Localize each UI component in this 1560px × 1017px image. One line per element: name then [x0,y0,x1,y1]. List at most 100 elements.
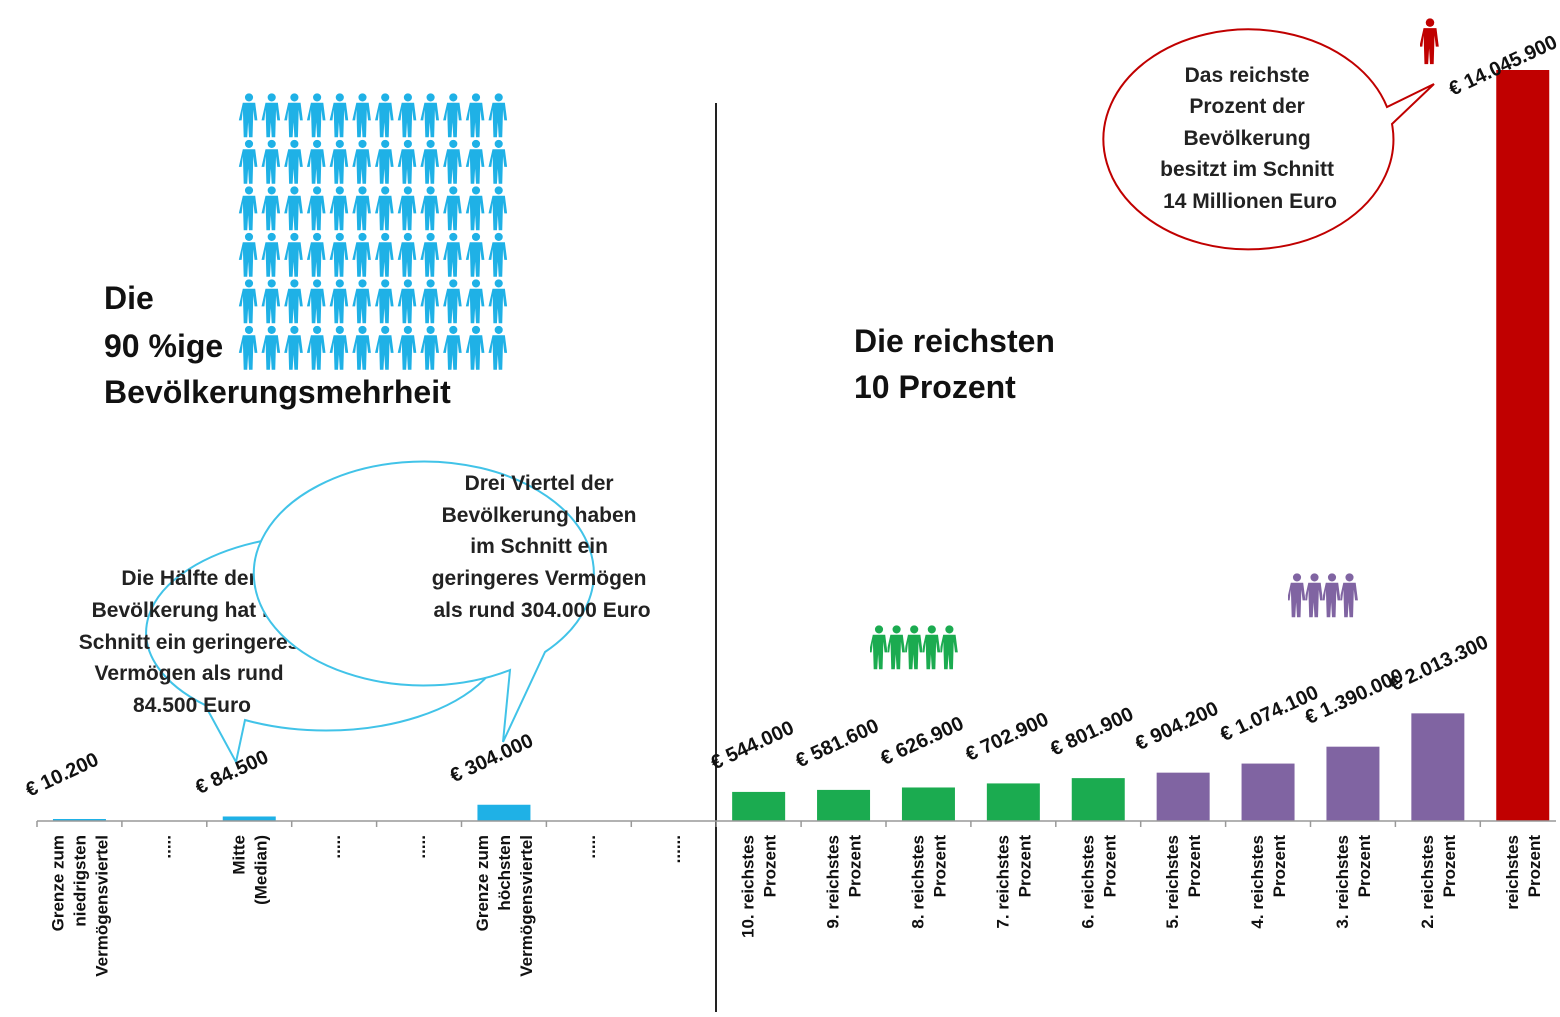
person-icon [284,93,303,138]
person-icon [306,93,326,138]
person-icon [306,232,326,277]
person-icon [375,325,394,370]
person-icon [261,93,281,138]
bar-value-label: € 581.600 [792,715,882,773]
bubble-line: Bevölkerung haben [442,504,637,527]
svg-text:Drei Viertel der Bevöl: Drei Viertel der Bevölkerung haben im Sc… [432,472,653,622]
category-label: 6. reichstes Prozent [1078,835,1119,929]
category-label: 10. reichstes Prozent [739,835,780,938]
top10-heading-line: Die reichsten [854,323,1055,359]
person-icon [443,139,462,184]
category-label-line: 4. reichstes [1248,835,1267,929]
bubble-line: Bevölkerung hat im [92,599,287,622]
person-icon [284,186,303,231]
bar [1071,778,1125,821]
category-label: 5. reichstes Prozent [1163,835,1204,929]
category-label-line: Prozent [761,835,780,898]
person-icon [375,232,394,277]
person-icon [375,139,394,184]
svg-text:Die Hälfte der Bevölke: Die Hälfte der Bevölkerung hat im Schnit… [79,567,305,717]
category-labels: Grenze zum niedrigsten Vermögensviertel...… [48,835,1543,977]
category-label-line: Prozent [930,835,949,898]
person-icon [329,232,349,277]
category-label: ...... [665,835,684,863]
person-icon [940,625,958,670]
person-icon [1340,573,1358,618]
category-label-line: ..... [325,835,344,859]
bar-value-label: € 626.900 [877,712,967,770]
person-icon [238,93,258,138]
category-label: 9. reichstes Prozent [824,835,865,929]
person-icon [284,279,303,324]
person-icon [238,325,258,370]
top10-people-pictogram [870,625,958,670]
person-icon [870,625,888,670]
bar [52,819,106,821]
category-label-line: 5. reichstes [1163,835,1182,929]
bar [477,804,531,821]
bubble-line: als rund 304.000 Euro [433,599,650,622]
bar [1411,713,1465,821]
bubble-line: 14 Millionen Euro [1163,190,1337,213]
person-icon [329,139,349,184]
category-label-line: ..... [155,835,174,859]
person-icon [306,139,326,184]
person-icon [329,93,349,138]
person-icon [887,625,906,670]
person-icon [420,325,440,370]
category-label-line: 10. reichstes [739,835,758,938]
person-icon [488,186,508,231]
person-icon [329,325,349,370]
bubble-line: im Schnitt ein [470,535,608,558]
person-icon [261,325,281,370]
person-icon [284,232,303,277]
person-icon [397,232,417,277]
bar-value-label: € 10.200 [22,749,102,802]
person-icon [1288,573,1306,618]
svg-text:Das reichste Prozent d: Das reichste Prozent der Bevölkerung bes… [1160,64,1340,213]
person-icon [488,139,508,184]
category-label-line: (Median) [251,835,270,905]
x-axis [36,820,1556,827]
category-label: 4. reichstes Prozent [1248,835,1289,929]
category-label-line: Mitte [229,835,248,875]
category-label: Grenze zum höchsten Vermögensviertel [473,835,536,977]
category-label-line: 8. reichstes [908,835,927,929]
three-quarter-callout-bubble: Drei Viertel der Bevölkerung haben im Sc… [252,460,653,743]
category-label-line: Prozent [1440,835,1459,898]
bar [222,816,276,821]
person-icon [397,93,417,138]
bar [1241,763,1295,821]
person-icon [420,279,440,324]
person-icon [465,93,485,138]
person-icon [420,186,440,231]
category-label-line: Prozent [846,835,865,898]
person-icon [397,325,417,370]
category-label: Grenze zum niedrigsten Vermögensviertel [48,835,111,977]
category-label-line: ..... [580,835,599,859]
bar [901,787,955,821]
bubble-line: Bevölkerung [1183,127,1310,150]
category-label-line: Prozent [1525,835,1544,898]
category-label-line: Prozent [1355,835,1374,898]
person-icon [329,279,349,324]
category-label-line: Vermögensviertel [517,835,536,977]
bar-value-label: € 801.900 [1047,703,1137,761]
person-icon [375,279,394,324]
bar-value-label: € 2.013.300 [1387,631,1492,696]
bubble-line: Schnitt ein geringeres [79,631,300,654]
category-label-line: Vermögensviertel [92,835,111,977]
category-label-line: höchsten [495,835,514,911]
category-label-line: 9. reichstes [824,835,843,929]
category-label: 3. reichstes Prozent [1333,835,1374,929]
person-icon [420,139,440,184]
bar [1496,70,1550,821]
top10-heading-line: 10 Prozent [854,369,1016,405]
category-label-line: 7. reichstes [993,835,1012,929]
category-label: 7. reichstes Prozent [993,835,1034,929]
bar-series [52,70,1550,821]
person-icon [352,279,371,324]
bubble-line: Drei Viertel der [465,472,614,495]
person-icon [397,139,417,184]
person-icon [238,139,258,184]
